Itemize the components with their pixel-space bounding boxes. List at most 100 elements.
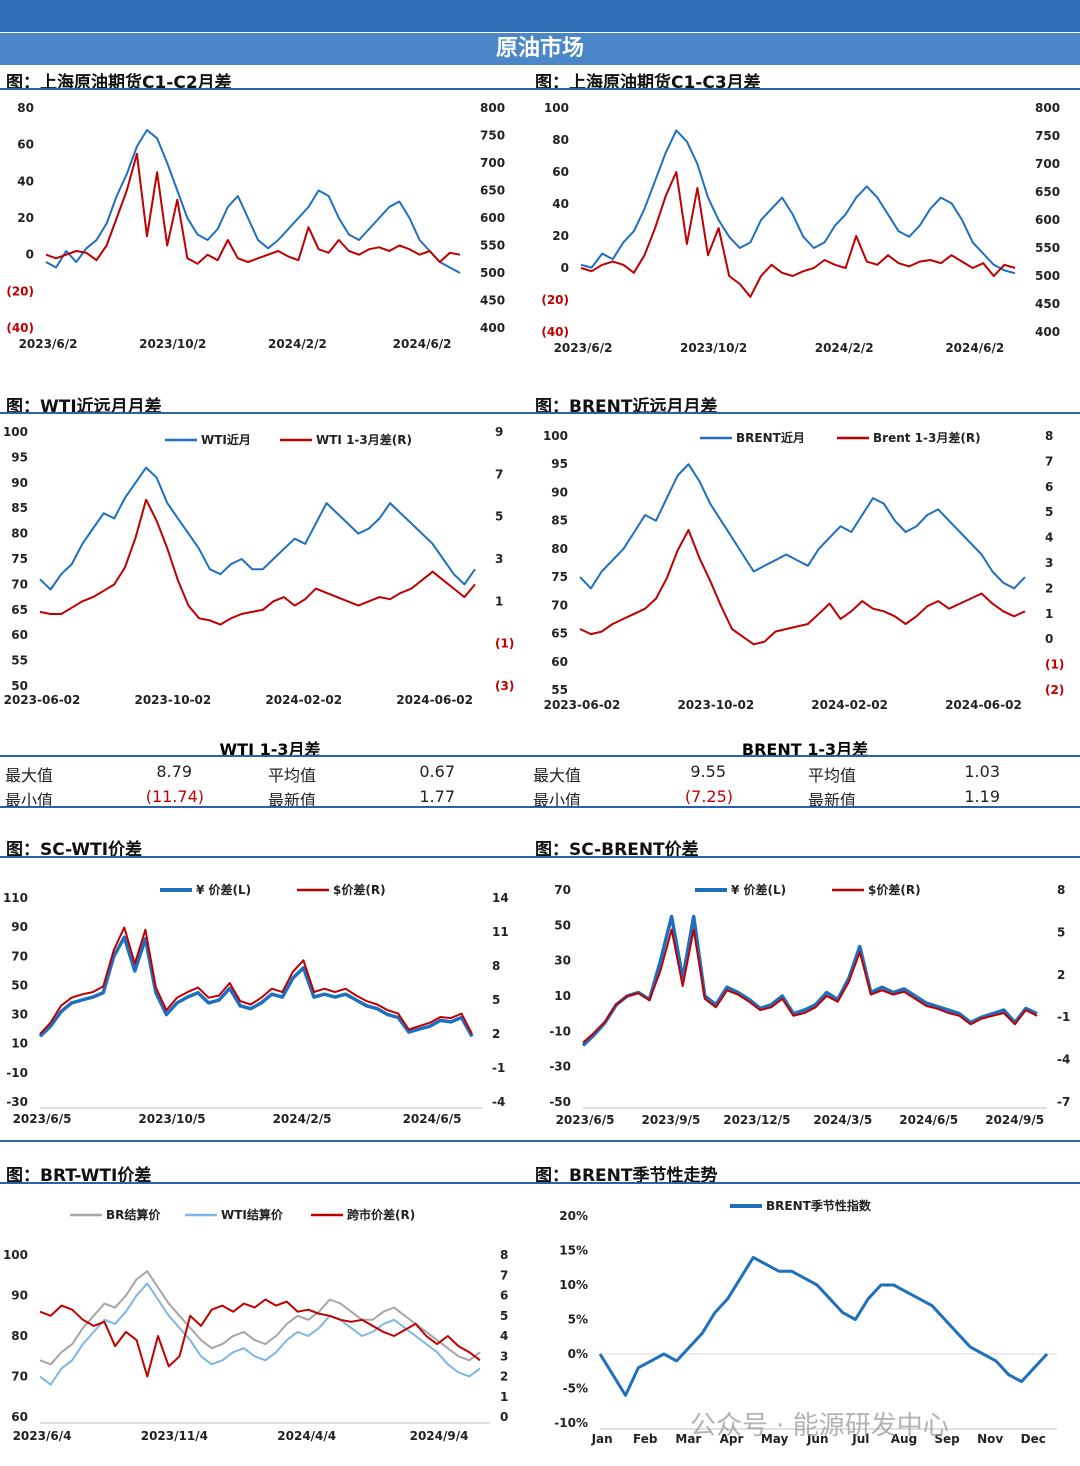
left-tick-label: 80 [11, 1329, 28, 1343]
right-tick-label: 4 [500, 1329, 508, 1343]
left-tick-label: 90 [11, 920, 28, 934]
series-line-1 [39, 498, 476, 626]
left-tick-label: 110 [3, 891, 28, 905]
series-line-0 [45, 129, 461, 274]
x-tick-label: 2024-06-02 [396, 693, 473, 707]
chart-wti: 1009590858075706560555097531(1)(3)2023-0… [3, 425, 514, 707]
legend-label: ¥ 价差(L) [196, 882, 251, 897]
x-tick-label: Dec [1021, 1432, 1046, 1446]
right-tick-label: 550 [1035, 241, 1060, 255]
right-tick-label: (1) [495, 637, 514, 651]
series-line-0 [39, 1270, 481, 1366]
left-tick-label: 100 [3, 1248, 28, 1262]
chart-title-scwti: 图：SC-WTI价差 [6, 840, 143, 860]
right-tick-label: 800 [480, 101, 505, 115]
right-tick-label: 8 [1057, 883, 1065, 897]
x-tick-label: 2023/6/2 [19, 337, 78, 351]
x-tick-label: 2024/9/4 [410, 1429, 469, 1443]
left-tick-label: 60 [551, 655, 568, 669]
x-tick-label: Nov [977, 1432, 1003, 1446]
legend-label: Brent 1-3月差(R) [873, 430, 981, 445]
left-tick-label: 80 [551, 542, 568, 556]
left-tick-label: -10 [6, 1066, 28, 1080]
x-tick-label: 2024/6/2 [393, 337, 452, 351]
legend-label: BR结算价 [106, 1207, 161, 1222]
right-tick-label: 700 [480, 156, 505, 170]
left-tick-label: -10 [549, 1024, 571, 1038]
left-tick-label: (20) [541, 293, 569, 307]
left-tick-label: 10 [554, 989, 571, 1003]
legend-label: BRENT近月 [736, 430, 805, 445]
stat-label: 最小值 [533, 791, 582, 810]
left-tick-label: 65 [551, 627, 568, 641]
left-tick-label: 60 [11, 1410, 28, 1424]
x-tick-label: 2024/2/2 [815, 341, 874, 355]
right-tick-label: 3 [1045, 556, 1053, 570]
right-tick-label: -1 [492, 1061, 505, 1075]
right-tick-label: -4 [1057, 1053, 1070, 1067]
left-tick-label: 0 [561, 261, 569, 275]
chart-season: 20% 15% 10% 5% 0% -5% -10%Jan Feb Mar Apr May Jun Ju… [554, 1198, 1057, 1446]
x-tick-label: 2024-02-02 [265, 693, 342, 707]
series-line-0 [579, 463, 1026, 590]
right-tick-label: 8 [500, 1248, 508, 1262]
top-banner [0, 0, 1080, 32]
x-tick-label: 2023-06-02 [544, 698, 621, 712]
right-tick-label: 750 [1035, 129, 1060, 143]
x-tick-label: 2023/9/5 [641, 1113, 700, 1127]
x-tick-label: Jul [851, 1432, 869, 1446]
watermark: 公众号 · 能源研发中心 [690, 1411, 949, 1441]
stat-latest: 1.77 [419, 787, 455, 806]
x-tick-label: May [761, 1432, 789, 1446]
right-tick-label: 4 [1045, 531, 1053, 545]
x-tick-label: Jun [806, 1432, 829, 1446]
x-tick-label: 2023/10/2 [680, 341, 747, 355]
stat-max: 8.79 [156, 762, 192, 781]
x-tick-label: Jan [591, 1432, 613, 1446]
left-tick-label: 100 [3, 425, 28, 439]
left-tick-label: 15% [559, 1244, 588, 1258]
right-tick-label: 600 [480, 211, 505, 225]
right-tick-label: 6 [1045, 480, 1053, 494]
left-tick-label: 50 [554, 918, 571, 932]
series-line-0 [580, 129, 1016, 275]
x-tick-label: 2024/3/5 [813, 1113, 872, 1127]
stat-label: 平均值 [268, 766, 317, 785]
stats-wti: 最大值 8.79 平均值 0.67 最小值 (11.74) 最新值 1.77 [0, 760, 540, 810]
left-tick-label: 55 [551, 683, 568, 697]
x-tick-label: 2023-10-02 [677, 698, 754, 712]
x-tick-label: 2024/4/4 [277, 1429, 336, 1443]
series-line-2 [39, 1298, 481, 1378]
right-tick-label: 9 [495, 425, 503, 439]
series-line-1 [579, 529, 1026, 646]
right-tick-label: 3 [495, 552, 503, 566]
stat-label: 平均值 [808, 766, 857, 785]
left-tick-label: 65 [11, 603, 28, 617]
series-line-1 [582, 928, 1038, 1044]
right-tick-label: 7 [1045, 454, 1053, 468]
x-tick-label: 2024-06-02 [945, 698, 1022, 712]
right-tick-label: 3 [500, 1349, 508, 1363]
x-tick-label: 2023-10-02 [134, 693, 211, 707]
legend-label: WTI 1-3月差(R) [316, 432, 412, 447]
right-tick-label: 500 [480, 266, 505, 280]
divider [0, 806, 1080, 808]
left-tick-label: 0 [26, 248, 34, 262]
right-tick-label: 5 [500, 1309, 508, 1323]
x-tick-label: 2023/12/5 [723, 1113, 790, 1127]
stat-min: (11.74) [145, 787, 204, 806]
x-tick-label: 2023/6/4 [13, 1429, 72, 1443]
left-tick-label: 50 [11, 679, 28, 693]
right-tick-label: 450 [480, 294, 505, 308]
right-tick-label: 2 [492, 1027, 500, 1041]
x-tick-label: 2023/10/2 [139, 337, 206, 351]
legend-label: ¥ 价差(L) [731, 882, 786, 897]
left-tick-label: 70 [11, 949, 28, 963]
right-tick-label: 6 [500, 1289, 508, 1303]
right-tick-label: 11 [492, 925, 509, 939]
left-tick-label: 80 [552, 133, 569, 147]
chart-title-season: 图：BRENT季节性走势 [535, 1166, 718, 1186]
stats-brent: 最大值 9.55 平均值 1.03 最小值 (7.25) 最新值 1.19 [528, 760, 1068, 810]
left-tick-label: 60 [11, 628, 28, 642]
right-tick-label: 0 [500, 1410, 508, 1424]
